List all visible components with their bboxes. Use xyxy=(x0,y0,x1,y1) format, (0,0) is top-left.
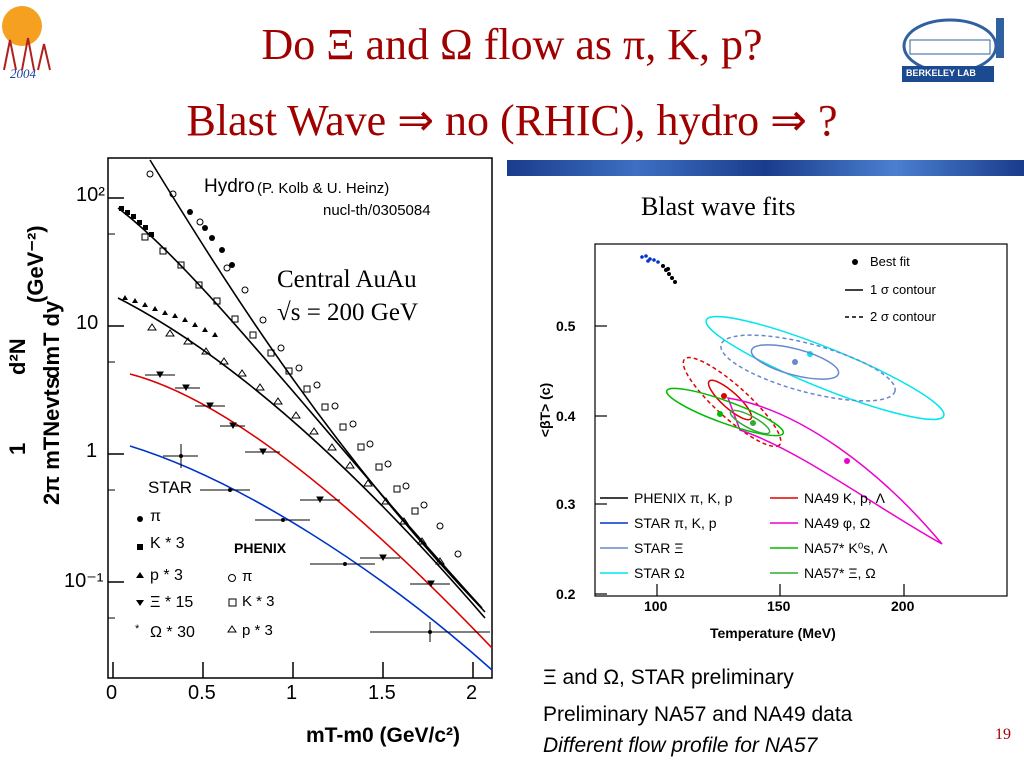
y-label-dmt-dy: dmT dy xyxy=(39,300,64,379)
hydro-arxiv: nucl-th/0305084 xyxy=(323,202,431,219)
spectra-x-axis-label: mT-m0 (GeV/c²) xyxy=(306,724,461,747)
x-tick-05: 0.5 xyxy=(188,682,216,704)
bw-y-tick-04: 0.4 xyxy=(556,408,576,424)
spectra-plot-svg: * xyxy=(107,157,493,679)
central-auau-label: Central AuAu xyxy=(277,266,417,293)
conference-logo-graphic xyxy=(2,6,51,71)
phenix-legend-pi: π xyxy=(242,568,253,585)
slide-title-line1: Do Ξ and Ω flow as π, K, p? xyxy=(261,20,763,69)
caption-line1: Ξ and Ω, STAR preliminary xyxy=(543,666,794,689)
y-tick-100: 10² xyxy=(76,184,105,206)
y-tick-01: 10⁻¹ xyxy=(64,570,104,592)
na49-kpl-contours xyxy=(682,356,782,448)
logo-year: 2004 xyxy=(10,66,36,81)
spectra-x-ticks xyxy=(112,662,474,678)
spectra-frame xyxy=(107,157,493,679)
legend-na49-phiomega: NA49 φ, Ω xyxy=(804,515,871,531)
bw-y-tick-02: 0.2 xyxy=(556,586,576,602)
svg-text:*: * xyxy=(135,623,140,635)
star-pikp-fit-points xyxy=(640,254,660,264)
star-pi-points xyxy=(187,209,235,268)
y-label-units: (GeV⁻²) xyxy=(23,225,48,303)
phenix-pi-points xyxy=(146,170,462,558)
caption-line3: Different flow profile for NA57 xyxy=(543,734,818,757)
star-k-points xyxy=(119,206,154,237)
star-legend-markers: * xyxy=(135,516,237,635)
spectra-y-axis-label: 1 2π mTNevts d²N dmT dy (GeV⁻²) xyxy=(5,225,75,565)
hydro-curves xyxy=(117,159,493,671)
berkeley-lab-text: BERKELEY LAB xyxy=(906,68,976,78)
caption-line2: Preliminary NA57 and NA49 data xyxy=(543,703,853,726)
legend-phenix: PHENIX π, K, p xyxy=(634,490,733,506)
bw-y-axis-label: <βT> (c) xyxy=(537,382,554,438)
blast-wave-plot: Best fit 1 σ contour 2 σ contour PHENIX … xyxy=(537,240,1024,650)
bottom-legend-markers xyxy=(600,497,798,574)
legend-best-fit: Best fit xyxy=(870,254,910,269)
berkeley-lab-logo-graphic xyxy=(902,18,1004,82)
star-legend-k: K * 3 xyxy=(150,535,185,552)
hydro-curve-xi xyxy=(129,373,493,649)
berkeley-lab-logo: BERKELEY LAB xyxy=(898,10,1018,90)
phenix-legend-p: p * 3 xyxy=(242,622,273,639)
phenix-legend-k: K * 3 xyxy=(242,593,275,610)
star-xi-contours xyxy=(720,334,896,402)
energy-label: √s = 200 GeV xyxy=(277,299,419,326)
bw-x-tick-150: 150 xyxy=(767,598,791,614)
top-legend-markers xyxy=(845,259,863,318)
blast-wave-title: Blast wave fits xyxy=(641,192,796,221)
phenix-legend-title: PHENIX xyxy=(234,540,287,556)
legend-na57-xiomega: NA57* Ξ, Ω xyxy=(804,565,876,581)
phenix-fit-points xyxy=(661,264,677,284)
y-tick-10: 10 xyxy=(76,312,99,334)
decorative-banner xyxy=(507,160,1024,176)
star-xi-points xyxy=(145,371,450,587)
bw-y-tick-03: 0.3 xyxy=(556,496,576,512)
star-legend-p: p * 3 xyxy=(150,567,183,584)
blast-wave-frame xyxy=(594,243,1008,597)
na49-phiomega-contours xyxy=(726,397,943,545)
bw-x-tick-200: 200 xyxy=(891,598,915,614)
phenix-p-points xyxy=(147,323,445,565)
star-legend-omega: Ω * 30 xyxy=(150,624,195,641)
star-legend-xi: Ξ * 15 xyxy=(150,594,194,611)
legend-na49-kpl: NA49 K, p, Λ xyxy=(804,490,885,506)
x-tick-1: 1 xyxy=(286,682,298,704)
bw-y-tick-05: 0.5 xyxy=(556,318,576,334)
legend-star-xi: STAR Ξ xyxy=(634,540,684,556)
blast-wave-svg xyxy=(594,243,1008,597)
y-label-fraction-bottom: 2π mTNevts xyxy=(39,376,64,505)
bw-x-axis-label: Temperature (MeV) xyxy=(710,625,836,641)
x-tick-2: 2 xyxy=(466,682,478,704)
na57-contours xyxy=(665,387,785,437)
conference-logo: 2004 xyxy=(0,0,52,92)
y-label-d2n: d²N xyxy=(5,338,30,375)
bw-x-tick-100: 100 xyxy=(644,598,668,614)
legend-2sigma: 2 σ contour xyxy=(870,309,936,324)
legend-1sigma: 1 σ contour xyxy=(870,282,936,297)
blast-wave-ticks xyxy=(595,325,905,596)
hydro-curve-pi xyxy=(149,159,486,613)
star-p-points xyxy=(122,295,218,337)
x-tick-0: 0 xyxy=(106,682,118,704)
star-legend-title: STAR xyxy=(148,478,193,497)
spectra-plot: * Hydro (P. Kolb & U. Heinz) nucl-th/030… xyxy=(0,150,505,768)
hydro-curve-p xyxy=(117,297,486,619)
phenix-k-points xyxy=(141,233,419,515)
x-tick-15: 1.5 xyxy=(368,682,396,704)
y-tick-1: 1 xyxy=(86,440,98,462)
hydro-reference: (P. Kolb & U. Heinz) xyxy=(257,180,390,197)
star-omega-points xyxy=(163,444,490,642)
legend-na57-ksl: NA57* K⁰s, Λ xyxy=(804,540,888,556)
hydro-curve-omega xyxy=(129,445,493,671)
slide-title-line2: Blast Wave ⇒ no (RHIC), hydro ⇒ ? xyxy=(186,96,838,145)
page-number: 19 xyxy=(995,726,1011,743)
spectra-y-ticks xyxy=(108,197,124,619)
hydro-curve-k xyxy=(117,207,483,609)
legend-star-omega: STAR Ω xyxy=(634,565,685,581)
star-legend-pi: π xyxy=(150,508,162,525)
y-label-fraction-top: 1 xyxy=(5,442,30,455)
hydro-label: Hydro xyxy=(204,176,255,197)
legend-star-pikp: STAR π, K, p xyxy=(634,515,717,531)
